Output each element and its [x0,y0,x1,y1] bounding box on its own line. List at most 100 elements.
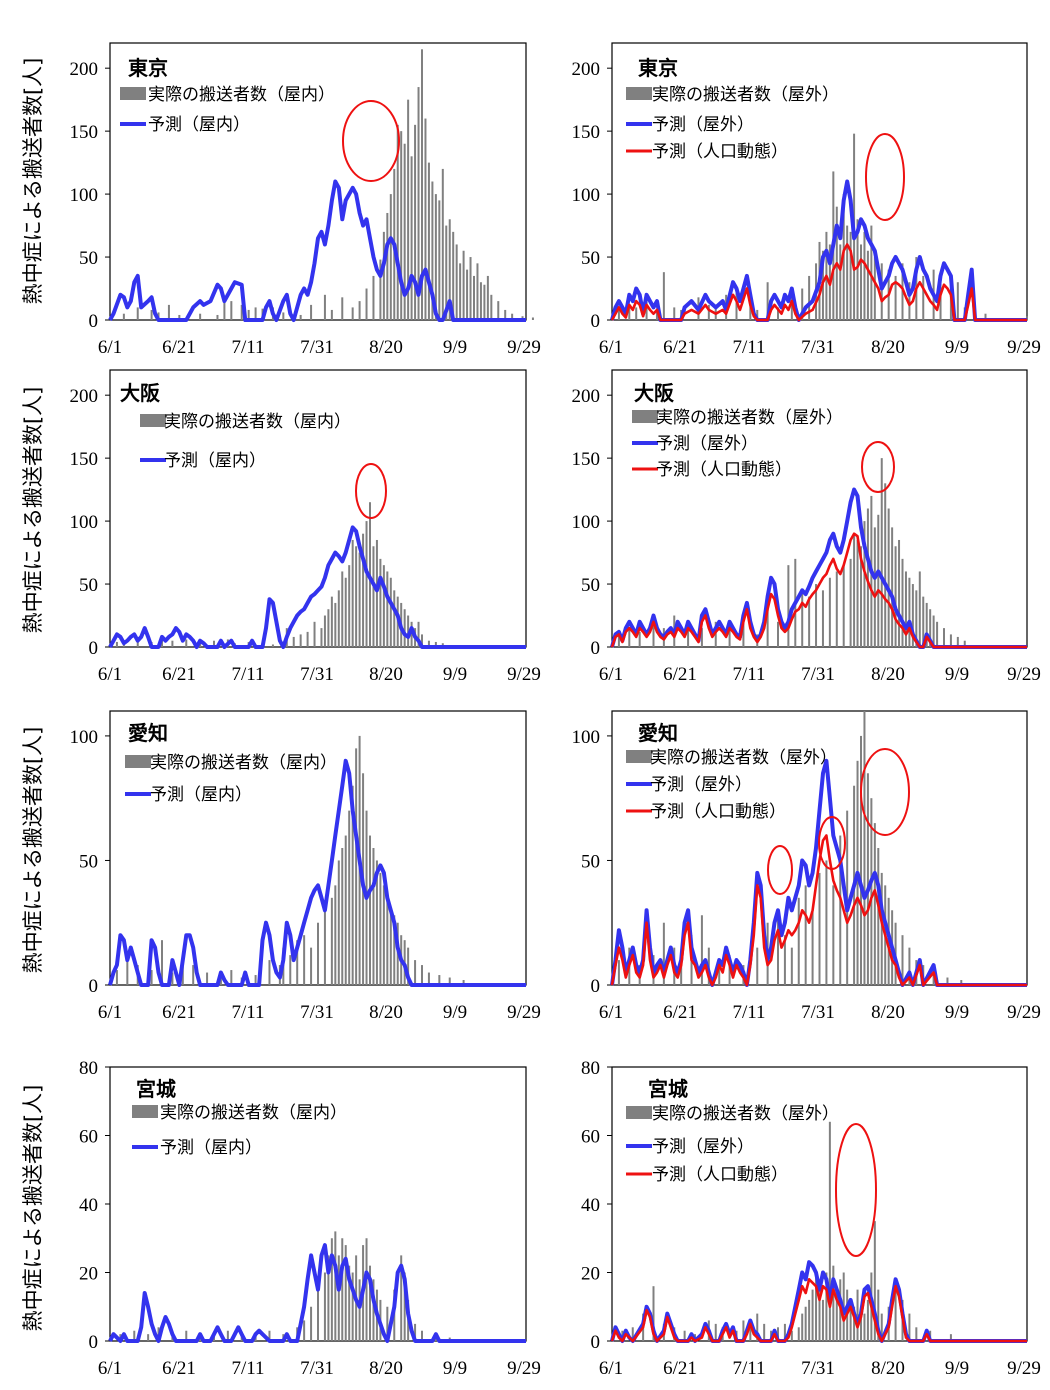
bar [849,558,852,647]
x-tick-label: 7/11 [732,1358,765,1379]
bar [683,1330,686,1341]
x-tick-label: 9/29 [507,664,541,685]
x-tick-label: 9/29 [507,1002,541,1023]
bar [828,577,831,647]
bar [167,304,170,320]
bar [628,628,631,647]
bar [777,307,779,320]
x-tick-label: 7/31 [300,1002,334,1023]
y-tick-label: 0 [89,976,99,997]
bar [407,947,410,985]
bar [344,835,347,985]
bar [860,244,862,320]
highlight-ellipse [818,816,846,870]
bar [617,960,620,985]
bar [929,609,932,647]
bar [469,257,472,320]
legend-label: 実際の搬送者数（屋外） [652,1104,839,1124]
bar [908,577,911,647]
bar [963,640,966,647]
bar [808,596,811,647]
bar [797,897,800,985]
bar [133,1330,136,1341]
chart-panel: 0 50 100 150 200 6/1 6/21 7/11 7/31 8/20 9/9 9/29 大阪… [572,369,1041,685]
bar [915,590,918,647]
bar [804,1306,807,1341]
bar [662,272,665,320]
bar [136,639,139,647]
bar [115,641,118,647]
y-tick-label: 100 [572,185,601,206]
x-tick-label: 6/1 [98,1358,122,1379]
bar [372,1279,375,1341]
legend-label: 予測（人口動態） [656,460,792,480]
bar [652,621,655,647]
bar [375,860,378,985]
bar [949,1334,952,1341]
bar [268,960,271,985]
bar [797,1327,800,1341]
bar [891,527,894,647]
bar [379,558,382,647]
bar [815,584,818,647]
bar [825,860,828,985]
bar [466,269,469,320]
bar [877,514,880,647]
y-tick-label: 0 [591,311,601,332]
bar [856,1289,859,1341]
bar [441,168,444,320]
bar [150,309,153,320]
bar [389,194,392,320]
x-tick-label: 7/31 [300,337,334,358]
bar [341,571,344,647]
x-tick-label: 6/21 [663,337,697,358]
legend-label: 予測（屋外） [652,1137,754,1157]
panel-title: 宮城 [648,1077,688,1101]
chart-panel: 0 50 100 6/1 6/21 7/11 7/31 8/20 9/9 9/29 愛知実際の搬送者… [70,710,541,1023]
bar [908,1313,911,1341]
bar [777,621,779,647]
bar [908,947,911,985]
bar [880,458,883,647]
bar [386,571,389,647]
bar [617,309,620,320]
x-tick-label: 9/9 [443,1358,467,1379]
x-tick-label: 9/29 [1007,1358,1041,1379]
bar [946,977,949,985]
y-tick-label: 0 [591,976,601,997]
y-tick-label: 150 [70,449,99,470]
bar [448,977,451,985]
x-tick-label: 9/9 [945,664,969,685]
legend-label: 予測（屋外） [652,115,754,135]
bar [490,294,493,320]
x-tick-label: 7/31 [300,664,334,685]
bar [887,508,890,647]
bar [911,584,914,647]
y-tick-label: 0 [89,638,99,659]
bar [206,972,209,985]
bar [846,225,849,320]
bar [783,1323,786,1341]
bar [617,634,620,647]
bar [932,615,935,647]
bar [835,1289,838,1341]
bar [700,628,703,647]
legend-swatch-bar [140,414,166,427]
bar [122,313,125,320]
bar [821,1299,824,1341]
bar [299,314,302,320]
bar [877,1289,880,1341]
panel-title: 大阪 [634,381,675,405]
bar [375,539,378,647]
actual-bars [122,49,534,321]
y-tick-label: 80 [79,1058,98,1079]
x-tick-label: 7/31 [801,664,835,685]
y-tick-label: 50 [79,575,98,596]
bar [873,823,876,985]
bar [766,609,769,647]
legend-label: 実際の搬送者数（屋内） [150,753,337,773]
bar [382,231,385,320]
y-tick-label: 50 [581,248,600,269]
legend-label: 予測（屋内） [150,785,252,805]
x-tick-label: 7/31 [801,1002,835,1023]
